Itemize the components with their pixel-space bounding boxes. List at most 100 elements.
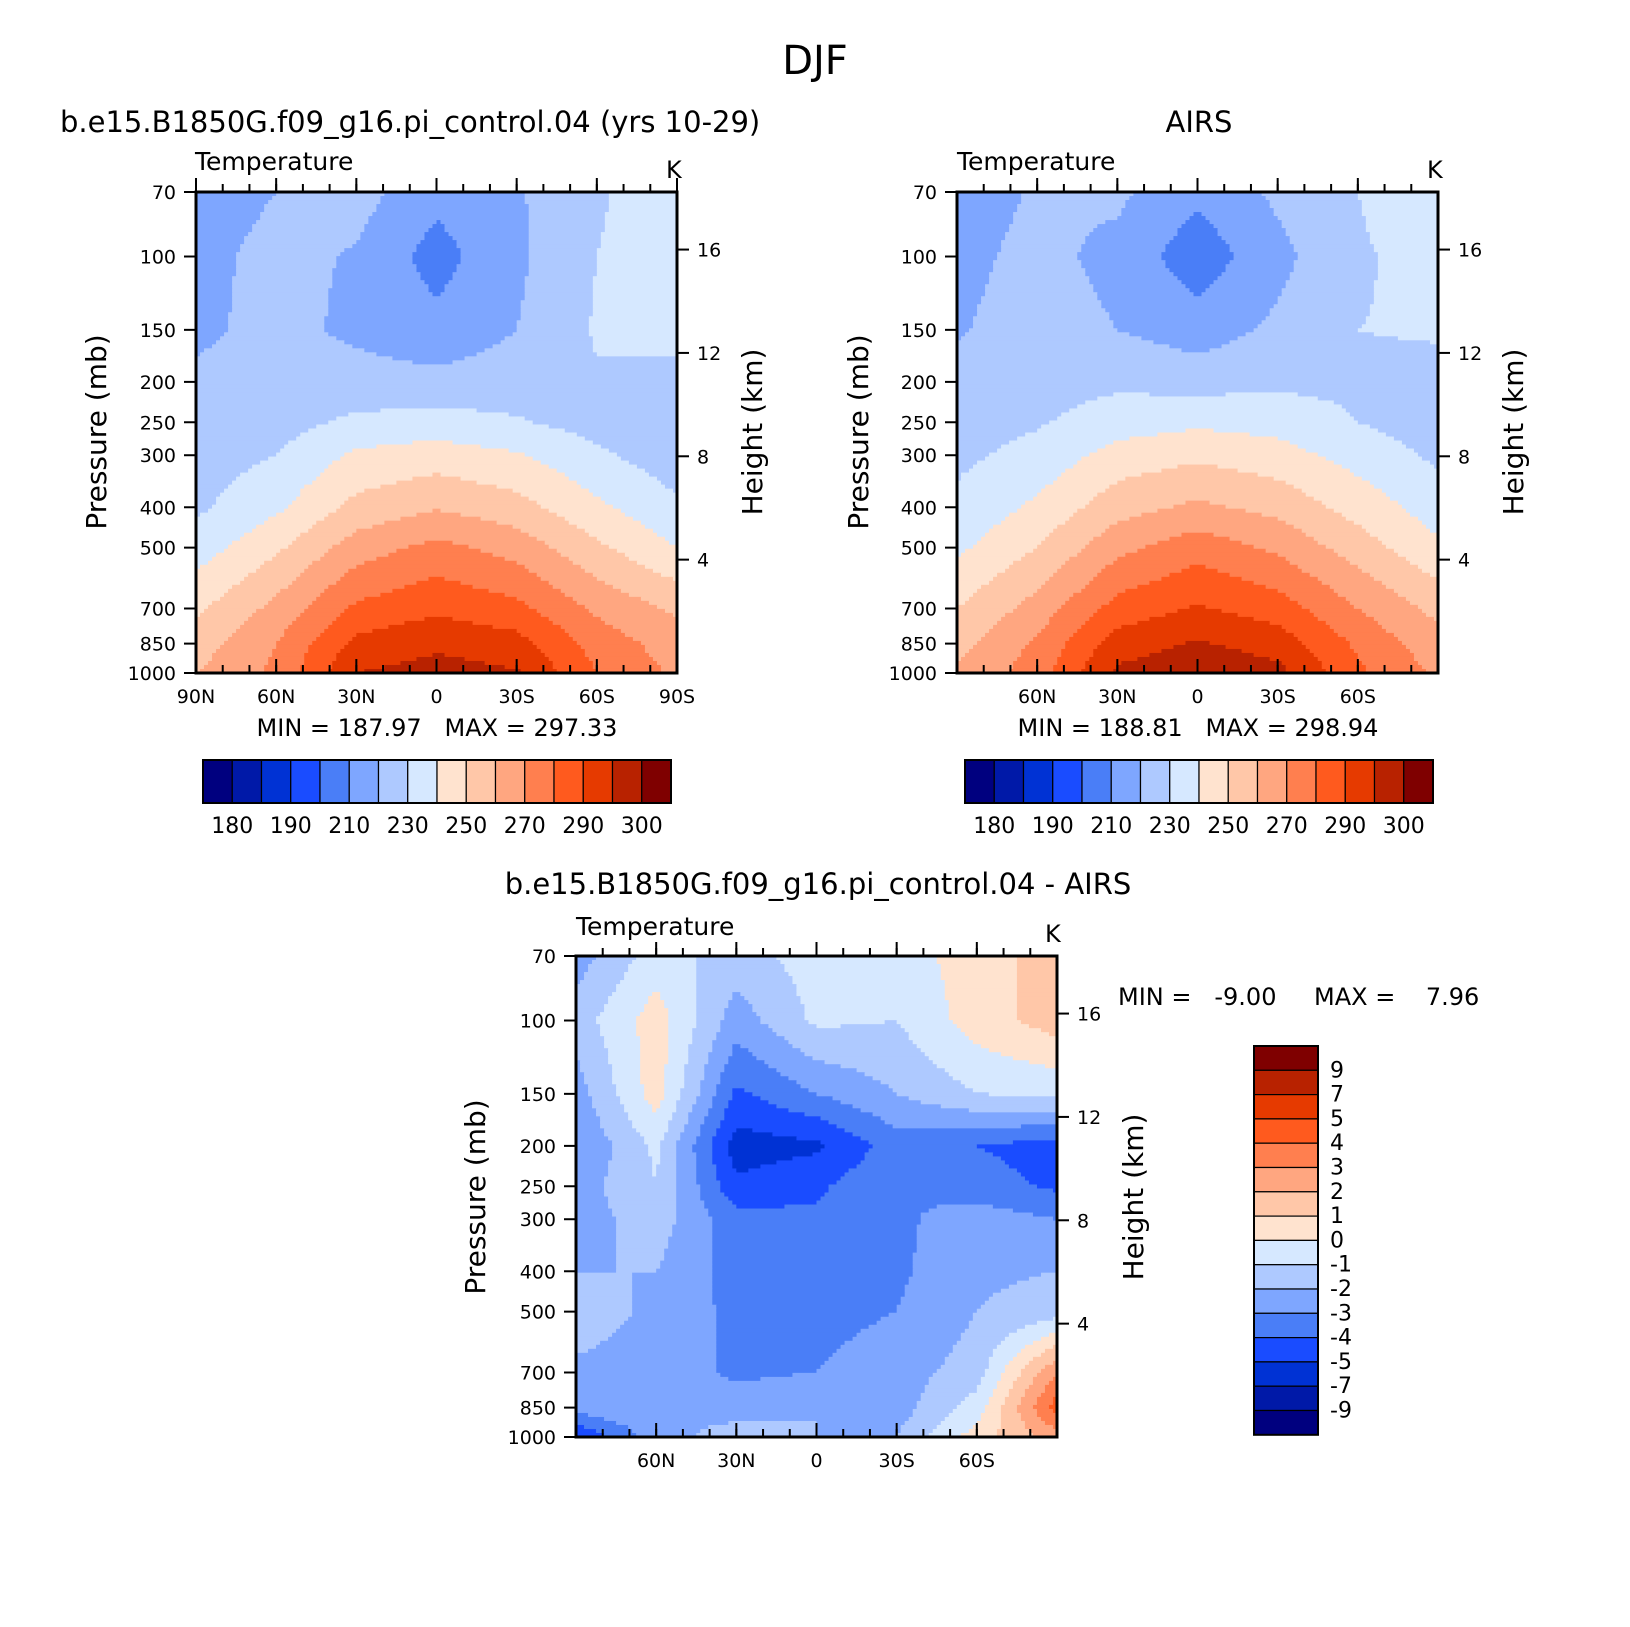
- contour-cell: [972, 1312, 1058, 1318]
- contour-cell: [652, 1108, 657, 1113]
- contour-cell: [960, 1080, 1058, 1085]
- contour-cell: [600, 1116, 629, 1121]
- contour-cell: [532, 640, 578, 646]
- contour-cell: [648, 1100, 661, 1105]
- contour-cell: [1021, 648, 1062, 654]
- contour-cell: [700, 1080, 721, 1085]
- contour-cell: [684, 1068, 705, 1073]
- contour-cell: [692, 1028, 721, 1033]
- contour-cell: [1205, 216, 1279, 221]
- contour-cell: [196, 316, 229, 321]
- contour-cell: [576, 1208, 613, 1214]
- contour-cell: [1297, 256, 1379, 261]
- contour-cell: [1000, 1404, 1018, 1410]
- contour-cell: [984, 1404, 1002, 1410]
- contour-cell: [1113, 628, 1287, 634]
- contour-cell: [672, 1224, 713, 1230]
- contour-cell: [340, 252, 414, 257]
- contour-cell: [576, 1276, 633, 1282]
- contour-cell: [1269, 620, 1327, 626]
- contour-cell: [1037, 492, 1098, 498]
- contour-cell: [1213, 224, 1283, 229]
- contour-cell: [1085, 240, 1171, 245]
- contour-cell: [732, 1048, 749, 1053]
- contour-cell: [348, 640, 534, 646]
- contour-cell: [940, 968, 1018, 973]
- contour-cell: [1012, 1208, 1058, 1214]
- y-tick-label: 1000: [128, 663, 176, 685]
- contour-cell: [628, 968, 697, 973]
- contour-cell: [957, 656, 962, 662]
- contour-cell: [1229, 260, 1295, 265]
- contour-cell: [624, 976, 697, 981]
- contour-cell: [1325, 504, 1403, 510]
- contour-cell: [1333, 400, 1439, 406]
- contour-cell: [1109, 484, 1295, 490]
- contour-cell: [892, 1088, 974, 1093]
- contour-cell: [948, 1412, 982, 1418]
- contour-cell: [1016, 956, 1058, 961]
- contour-cell: [1309, 572, 1371, 578]
- contour-cell: [957, 568, 1006, 574]
- contour-cell: [988, 1296, 1058, 1302]
- y-tick-label: 1000: [508, 1427, 556, 1449]
- contour-cell: [840, 1024, 902, 1029]
- contour-cell: [432, 472, 442, 478]
- contour-cell: [957, 588, 978, 594]
- contour-cell: [600, 616, 678, 622]
- colorbar-box: [1315, 759, 1346, 804]
- contour-cell: [256, 524, 313, 530]
- colorbar-box: [1253, 1191, 1319, 1217]
- contour-cell: [632, 1296, 713, 1302]
- contour-cell: [600, 1340, 717, 1346]
- contour-cell: [196, 364, 678, 369]
- contour-cell: [712, 1244, 918, 1250]
- y-right-tick-label: 12: [1077, 1107, 1101, 1129]
- contour-cell: [900, 1424, 938, 1430]
- contour-cell: [1357, 420, 1439, 426]
- contour-cell: [1065, 644, 1098, 650]
- contour-cell: [196, 324, 229, 329]
- contour-cell: [660, 1152, 677, 1158]
- contour-cell: [1109, 524, 1295, 530]
- contour-cell: [528, 264, 598, 269]
- contour-cell: [232, 292, 329, 297]
- contour-cell: [985, 532, 1050, 538]
- contour-cell: [416, 264, 458, 269]
- contour-cell: [568, 632, 626, 638]
- contour-cell: [428, 576, 446, 582]
- contour-cell: [997, 572, 1054, 578]
- contour-cell: [584, 436, 678, 442]
- contour-cell: [628, 964, 697, 969]
- contour-cell: [600, 540, 670, 546]
- contour-cell: [957, 212, 1014, 217]
- contour-cell: [712, 1256, 914, 1262]
- contour-cell: [997, 448, 1098, 454]
- contour-cell: [576, 1376, 729, 1382]
- contour-cell: [584, 1076, 613, 1081]
- contour-cell: [576, 1412, 589, 1418]
- contour-cell: [444, 228, 530, 233]
- contour-cell: [432, 224, 446, 229]
- contour-cell: [944, 996, 1018, 1001]
- contour-cell: [828, 1184, 1038, 1190]
- contour-cell: [712, 1288, 906, 1294]
- contour-cell: [200, 668, 265, 674]
- contour-cell: [652, 1164, 657, 1170]
- contour-cell: [957, 484, 1046, 490]
- contour-cell: [1349, 640, 1403, 646]
- contour-cell: [336, 256, 414, 261]
- contour-cell: [552, 584, 614, 590]
- contour-cell: [957, 208, 1018, 213]
- contour-cell: [616, 1420, 729, 1426]
- contour-cell: [1097, 292, 1195, 297]
- contour-cell: [944, 1356, 990, 1362]
- contour-cell: [196, 544, 229, 550]
- contour-cell: [700, 1128, 717, 1133]
- contour-cell: [1061, 564, 1106, 570]
- contour-cell: [1097, 644, 1175, 650]
- contour-cell: [1024, 1176, 1058, 1182]
- contour-cell: [704, 1068, 725, 1073]
- contour-cell: [980, 1416, 1002, 1422]
- contour-cell: [484, 348, 594, 353]
